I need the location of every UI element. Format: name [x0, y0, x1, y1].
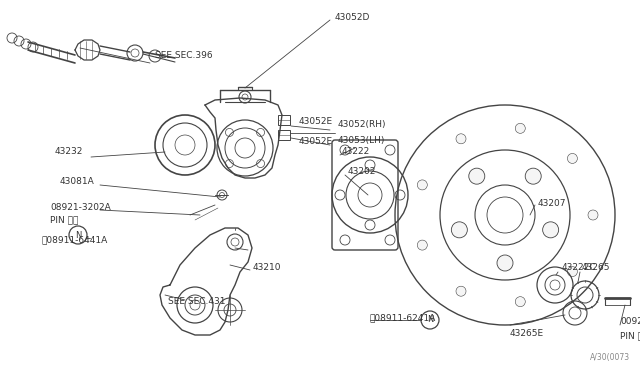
Text: PIN ピン: PIN ピン	[620, 331, 640, 340]
Circle shape	[568, 267, 577, 276]
Text: 43081A: 43081A	[60, 177, 95, 186]
Circle shape	[417, 240, 428, 250]
Text: 43222: 43222	[342, 148, 371, 157]
Circle shape	[543, 222, 559, 238]
Circle shape	[515, 296, 525, 307]
Text: 08921-3202A: 08921-3202A	[50, 202, 111, 212]
Text: 43265E: 43265E	[510, 328, 544, 337]
Text: PIN ピン: PIN ピン	[50, 215, 78, 224]
Text: N: N	[75, 231, 81, 240]
Circle shape	[421, 311, 439, 329]
Text: N: N	[427, 315, 433, 324]
Text: SEE SEC.396: SEE SEC.396	[155, 51, 212, 60]
Circle shape	[525, 168, 541, 184]
Text: 43052D: 43052D	[335, 13, 371, 22]
Text: 00921-5402A: 00921-5402A	[620, 317, 640, 327]
Text: A/30(0073: A/30(0073	[590, 353, 630, 362]
Text: 43053(LH): 43053(LH)	[338, 135, 385, 144]
Text: 43265: 43265	[582, 263, 611, 273]
Circle shape	[417, 180, 428, 190]
Text: SEE SEC.431: SEE SEC.431	[168, 298, 225, 307]
Text: 43222C: 43222C	[562, 263, 596, 273]
Text: 43207: 43207	[538, 199, 566, 208]
Text: ⓝ08911-6241A: ⓝ08911-6241A	[370, 314, 436, 323]
Text: 43052(RH): 43052(RH)	[338, 121, 387, 129]
Circle shape	[456, 286, 466, 296]
Text: 43210: 43210	[253, 263, 282, 273]
Circle shape	[69, 226, 87, 244]
Text: 43052E: 43052E	[299, 138, 333, 147]
Circle shape	[497, 255, 513, 271]
Text: 43232: 43232	[55, 148, 83, 157]
Circle shape	[568, 153, 577, 163]
Circle shape	[468, 168, 484, 184]
Circle shape	[588, 210, 598, 220]
Circle shape	[456, 134, 466, 144]
Text: 43202: 43202	[348, 167, 376, 176]
Circle shape	[451, 222, 467, 238]
Text: 43052E: 43052E	[299, 118, 333, 126]
Text: ⓝ08911-6441A: ⓝ08911-6441A	[42, 235, 108, 244]
Circle shape	[515, 124, 525, 133]
